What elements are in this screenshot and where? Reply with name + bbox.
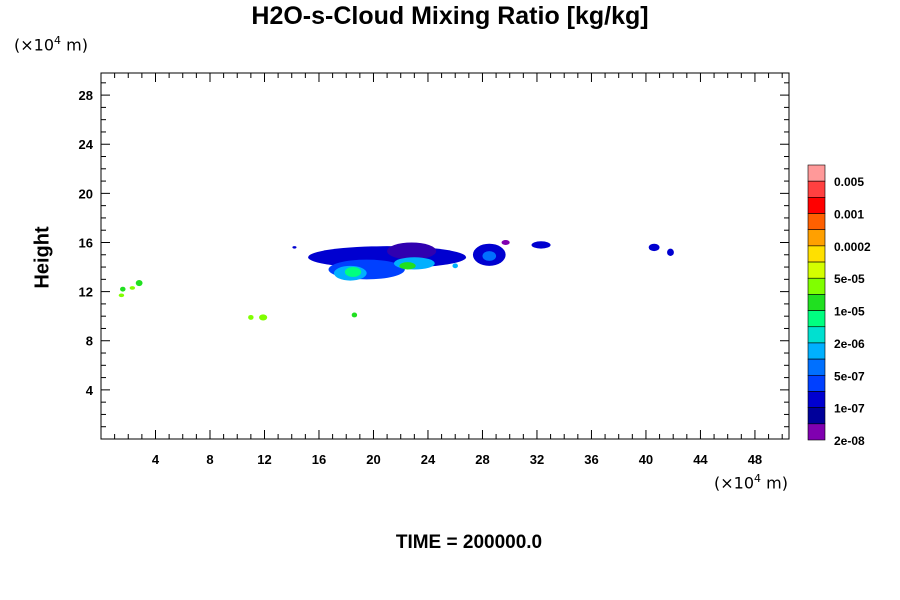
- cloud-region: [452, 263, 458, 269]
- colorbar-swatch: [807, 213, 826, 231]
- x-tick-label: 20: [366, 452, 380, 467]
- colorbar-swatch: [807, 261, 826, 279]
- y-tick-label: 12: [79, 285, 93, 300]
- plot-frame: [100, 72, 790, 440]
- y-tick-label: 16: [79, 235, 93, 250]
- colorbar-swatch: [807, 164, 826, 182]
- cloud-region: [292, 246, 297, 249]
- cloud-region: [248, 314, 254, 320]
- colorbar-swatch: [807, 342, 826, 360]
- x-tick-label: 36: [584, 452, 598, 467]
- time-label: TIME = 200000.0: [395, 532, 543, 553]
- x-tick-label: 8: [206, 452, 213, 467]
- x-tick-label: 28: [475, 452, 489, 467]
- y-axis-unit: (×104 m): [14, 34, 88, 55]
- colorbar-swatch: [807, 277, 826, 295]
- colorbar-swatch: [807, 391, 826, 408]
- y-tick-label: 28: [79, 88, 93, 103]
- x-tick-label: 24: [421, 452, 436, 467]
- cloud-region: [531, 241, 551, 249]
- cloud-region: [399, 262, 416, 270]
- y-tick-label: 24: [79, 137, 94, 152]
- y-axis: 4 8 12 16 20 24 28: [79, 82, 789, 428]
- x-tick-label: 12: [257, 452, 271, 467]
- colorbar-swatch: [807, 245, 826, 263]
- colorbar-label: 1e-07: [834, 402, 865, 416]
- x-tick-label: 16: [312, 452, 326, 467]
- x-tick-label: 32: [530, 452, 544, 467]
- colorbar-swatch: [807, 326, 826, 344]
- x-tick-label: 44: [693, 452, 708, 467]
- colorbar-label: 5e-05: [834, 272, 865, 286]
- x-tick-label: 40: [639, 452, 653, 467]
- colorbar-label: 2e-08: [834, 434, 865, 448]
- chart-title: H2O-s-Cloud Mixing Ratio [kg/kg]: [251, 2, 649, 30]
- y-tick-label: 20: [79, 186, 93, 201]
- colorbar-swatch: [807, 407, 826, 425]
- cloud-region: [387, 242, 437, 260]
- x-tick-label: 4: [152, 452, 160, 467]
- colorbar-swatch: [807, 229, 826, 247]
- cloud-region: [259, 314, 268, 321]
- x-axis-unit: (×104 m): [714, 472, 788, 493]
- cloud-field: [118, 240, 674, 321]
- colorbar-label: 0.001: [834, 208, 864, 222]
- colorbar-swatch: [807, 197, 826, 214]
- colorbar-label: 0.0002: [834, 240, 871, 254]
- colorbar-swatch: [807, 180, 826, 198]
- cloud-region: [129, 286, 136, 290]
- colorbar-swatch: [807, 374, 826, 392]
- cloud-region: [135, 279, 143, 287]
- colorbar-swatch: [807, 294, 826, 311]
- colorbar-label: 0.005: [834, 175, 864, 189]
- cloud-region: [482, 251, 497, 261]
- cloud-region: [667, 248, 674, 256]
- cloud-region: [351, 312, 358, 318]
- cloud-region: [344, 267, 362, 277]
- x-tick-label: 48: [748, 452, 762, 467]
- y-tick-label: 8: [86, 334, 93, 349]
- x-axis: 4 8 12 16 20 24 28 32 36 40 44 48: [114, 73, 783, 467]
- colorbar-label: 5e-07: [834, 369, 865, 383]
- cloud-region: [501, 240, 510, 245]
- cloud-region: [648, 243, 660, 252]
- y-tick-label: 4: [86, 383, 94, 398]
- colorbar-swatch: [807, 310, 826, 328]
- colorbar: 0.005 0.001 0.0002 5e-05 1e-05 2e-06 5e-07 1e-0…: [807, 164, 871, 448]
- cloud-region: [118, 293, 125, 298]
- colorbar-swatch: [807, 423, 826, 441]
- colorbar-swatch: [807, 358, 826, 376]
- cloud-region: [120, 286, 126, 292]
- colorbar-label: 1e-05: [834, 305, 865, 319]
- colorbar-label: 2e-06: [834, 337, 865, 351]
